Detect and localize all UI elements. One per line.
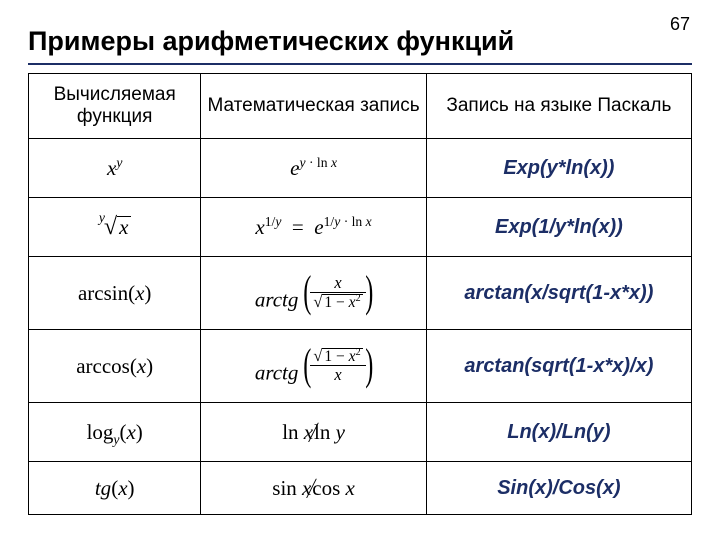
cell-math: arctg ( x √1 − x2 ) — [201, 257, 426, 330]
table-header-row: Вычисляемая функция Математическая запис… — [29, 74, 692, 139]
cell-pascal: arctan(sqrt(1-x*x)/x) — [426, 330, 691, 403]
cell-func: logy(x) — [29, 403, 201, 462]
cell-func: tg(x) — [29, 462, 201, 515]
title-underline — [28, 63, 692, 65]
page-title: Примеры арифметических функций — [28, 26, 692, 57]
table-row: arcsin(x) arctg ( x √1 − x2 ) arctan(x/s… — [29, 257, 692, 330]
cell-math: sin x∕cos x — [201, 462, 426, 515]
cell-func: arccos(x) — [29, 330, 201, 403]
cell-pascal: arctan(x/sqrt(1-x*x)) — [426, 257, 691, 330]
table-row: tg(x) sin x∕cos x Sin(x)/Cos(x) — [29, 462, 692, 515]
cell-math: x1/y = e1/y · ln x — [201, 198, 426, 257]
table-row: logy(x) ln x∕ln y Ln(x)/Ln(y) — [29, 403, 692, 462]
col-header-func: Вычисляемая функция — [29, 74, 201, 139]
functions-table: Вычисляемая функция Математическая запис… — [28, 73, 692, 515]
cell-math: ey · ln x — [201, 139, 426, 198]
slide: 67 Примеры арифметических функций Вычисл… — [0, 0, 720, 540]
table-row: y√x x1/y = e1/y · ln x Exp(1/y*ln(x)) — [29, 198, 692, 257]
table-row: arccos(x) arctg ( √1 − x2 x ) arctan(sqr… — [29, 330, 692, 403]
cell-func: arcsin(x) — [29, 257, 201, 330]
col-header-math: Математическая запись — [201, 74, 426, 139]
cell-math: ln x∕ln y — [201, 403, 426, 462]
cell-func: xy — [29, 139, 201, 198]
cell-pascal: Exp(1/y*ln(x)) — [426, 198, 691, 257]
page-number: 67 — [670, 14, 690, 35]
cell-pascal: Ln(x)/Ln(y) — [426, 403, 691, 462]
cell-math: arctg ( √1 − x2 x ) — [201, 330, 426, 403]
cell-pascal: Sin(x)/Cos(x) — [426, 462, 691, 515]
table-row: xy ey · ln x Exp(y*ln(x)) — [29, 139, 692, 198]
col-header-pascal: Запись на языке Паскаль — [426, 74, 691, 139]
cell-func: y√x — [29, 198, 201, 257]
cell-pascal: Exp(y*ln(x)) — [426, 139, 691, 198]
